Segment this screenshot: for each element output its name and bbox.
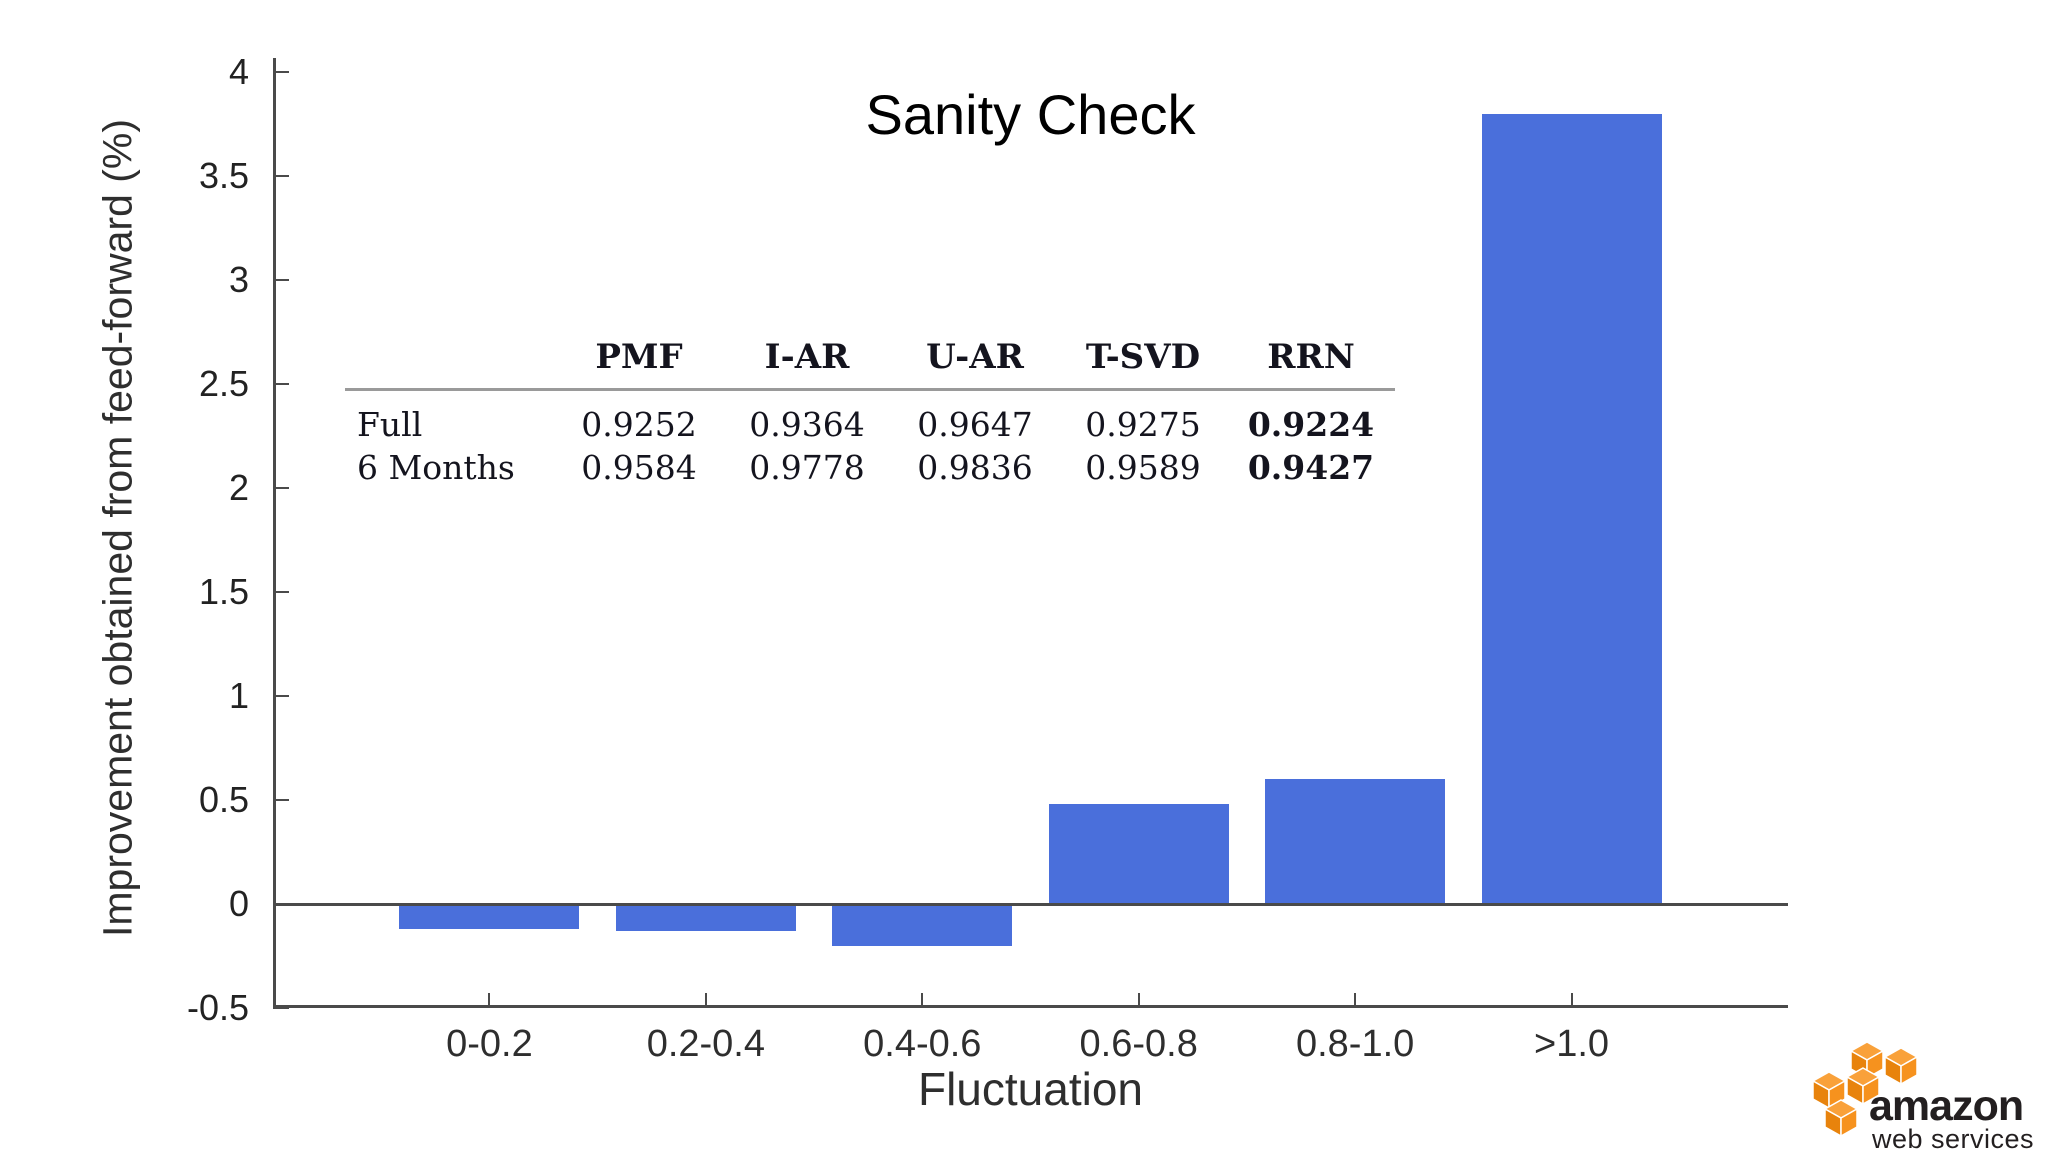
x-tick bbox=[1137, 993, 1140, 1005]
table-header-rule bbox=[345, 388, 1395, 391]
plot-area: 4 3.5 3 2.5 2 1.5 1 0.5 0 -0.5 0-0.2 0.2-0.4 0.4-0.6… bbox=[187, 51, 1788, 1065]
y-tick-label: 3 bbox=[228, 259, 249, 300]
x-tick-label: 0.8-1.0 bbox=[1295, 1023, 1415, 1065]
y-tick bbox=[273, 591, 289, 593]
bar-0-0.2 bbox=[399, 904, 580, 929]
y-tick-label: 3.5 bbox=[198, 155, 249, 196]
y-tick bbox=[273, 1007, 289, 1009]
x-axis-title: Fluctuation bbox=[917, 1063, 1143, 1115]
y-tick bbox=[273, 695, 289, 697]
row-label: 6 Months bbox=[357, 448, 515, 487]
cell-6m-rrn: 0.9427 bbox=[1247, 448, 1375, 487]
results-table: PMF I-AR U-AR T-SVD RRN Full 0.9252 0.93… bbox=[345, 326, 1395, 489]
table-header-tsvd: T-SVD bbox=[1085, 337, 1201, 377]
aws-logo: amazon web services bbox=[1811, 1041, 2034, 1152]
x-tick bbox=[1570, 993, 1573, 1005]
y-tick-label: 1.5 bbox=[198, 571, 249, 612]
x-tick bbox=[921, 993, 924, 1005]
bar-0.6-0.8 bbox=[1048, 804, 1229, 904]
x-tick bbox=[1354, 993, 1357, 1005]
y-tick bbox=[273, 383, 289, 385]
x-axis-line bbox=[273, 1005, 1788, 1008]
aws-cubes-icon bbox=[1811, 1041, 1919, 1138]
y-tick-label: 1 bbox=[228, 675, 249, 716]
cell-full-pmf: 0.9252 bbox=[581, 405, 697, 444]
bar-0.4-0.6 bbox=[832, 904, 1013, 946]
y-tick bbox=[273, 903, 289, 905]
table-header-pmf: PMF bbox=[595, 337, 683, 377]
bar-0.8-1.0 bbox=[1265, 779, 1446, 904]
x-tick bbox=[704, 993, 707, 1005]
table-header-uar: U-AR bbox=[926, 337, 1024, 377]
x-tick-label: 0.4-0.6 bbox=[863, 1023, 982, 1065]
bar-0.2-0.4 bbox=[615, 904, 796, 932]
chart-title: Sanity Check bbox=[865, 83, 1196, 146]
table-row: Full 0.9252 0.9364 0.9647 0.9275 0.9224 bbox=[345, 403, 1395, 446]
aws-brand-text: amazon bbox=[1869, 1082, 2023, 1130]
cell-full-uar: 0.9647 bbox=[917, 405, 1033, 444]
table-header-row: PMF I-AR U-AR T-SVD RRN bbox=[345, 326, 1395, 388]
x-tick-label: 0.6-0.8 bbox=[1079, 1023, 1198, 1065]
cell-6m-pmf: 0.9584 bbox=[581, 448, 697, 487]
aws-subtitle-text: web services bbox=[1871, 1124, 2034, 1152]
table-row: 6 Months 0.9584 0.9778 0.9836 0.9589 0.9… bbox=[345, 446, 1395, 489]
cell-6m-tsvd: 0.9589 bbox=[1085, 448, 1201, 487]
y-axis-line bbox=[273, 58, 276, 1008]
zero-line bbox=[273, 902, 1788, 906]
cell-6m-iar: 0.9778 bbox=[749, 448, 865, 487]
table-header-rrn: RRN bbox=[1267, 337, 1355, 377]
cell-full-iar: 0.9364 bbox=[749, 405, 865, 444]
y-tick-label: 2 bbox=[228, 467, 249, 508]
table-header-iar: I-AR bbox=[764, 337, 850, 377]
cell-full-rrn: 0.9224 bbox=[1247, 405, 1375, 444]
x-tick-label: 0.2-0.4 bbox=[646, 1023, 765, 1065]
bar->1.0 bbox=[1481, 113, 1662, 904]
x-tick-label: 0-0.2 bbox=[446, 1023, 533, 1065]
y-tick-label: 0 bbox=[228, 883, 249, 924]
y-tick-label: -0.5 bbox=[186, 987, 249, 1028]
y-tick bbox=[273, 279, 289, 281]
y-tick-label: 2.5 bbox=[198, 363, 249, 404]
y-tick bbox=[273, 799, 289, 801]
cell-full-tsvd: 0.9275 bbox=[1085, 405, 1201, 444]
x-tick bbox=[488, 993, 491, 1005]
row-label: Full bbox=[357, 405, 423, 444]
y-tick bbox=[273, 175, 289, 177]
x-tick-label: >1.0 bbox=[1534, 1023, 1610, 1065]
y-tick-label: 4 bbox=[228, 51, 249, 92]
y-tick-label: 0.5 bbox=[198, 779, 249, 820]
cell-6m-uar: 0.9836 bbox=[917, 448, 1033, 487]
y-tick bbox=[273, 71, 289, 73]
y-tick bbox=[273, 487, 289, 489]
